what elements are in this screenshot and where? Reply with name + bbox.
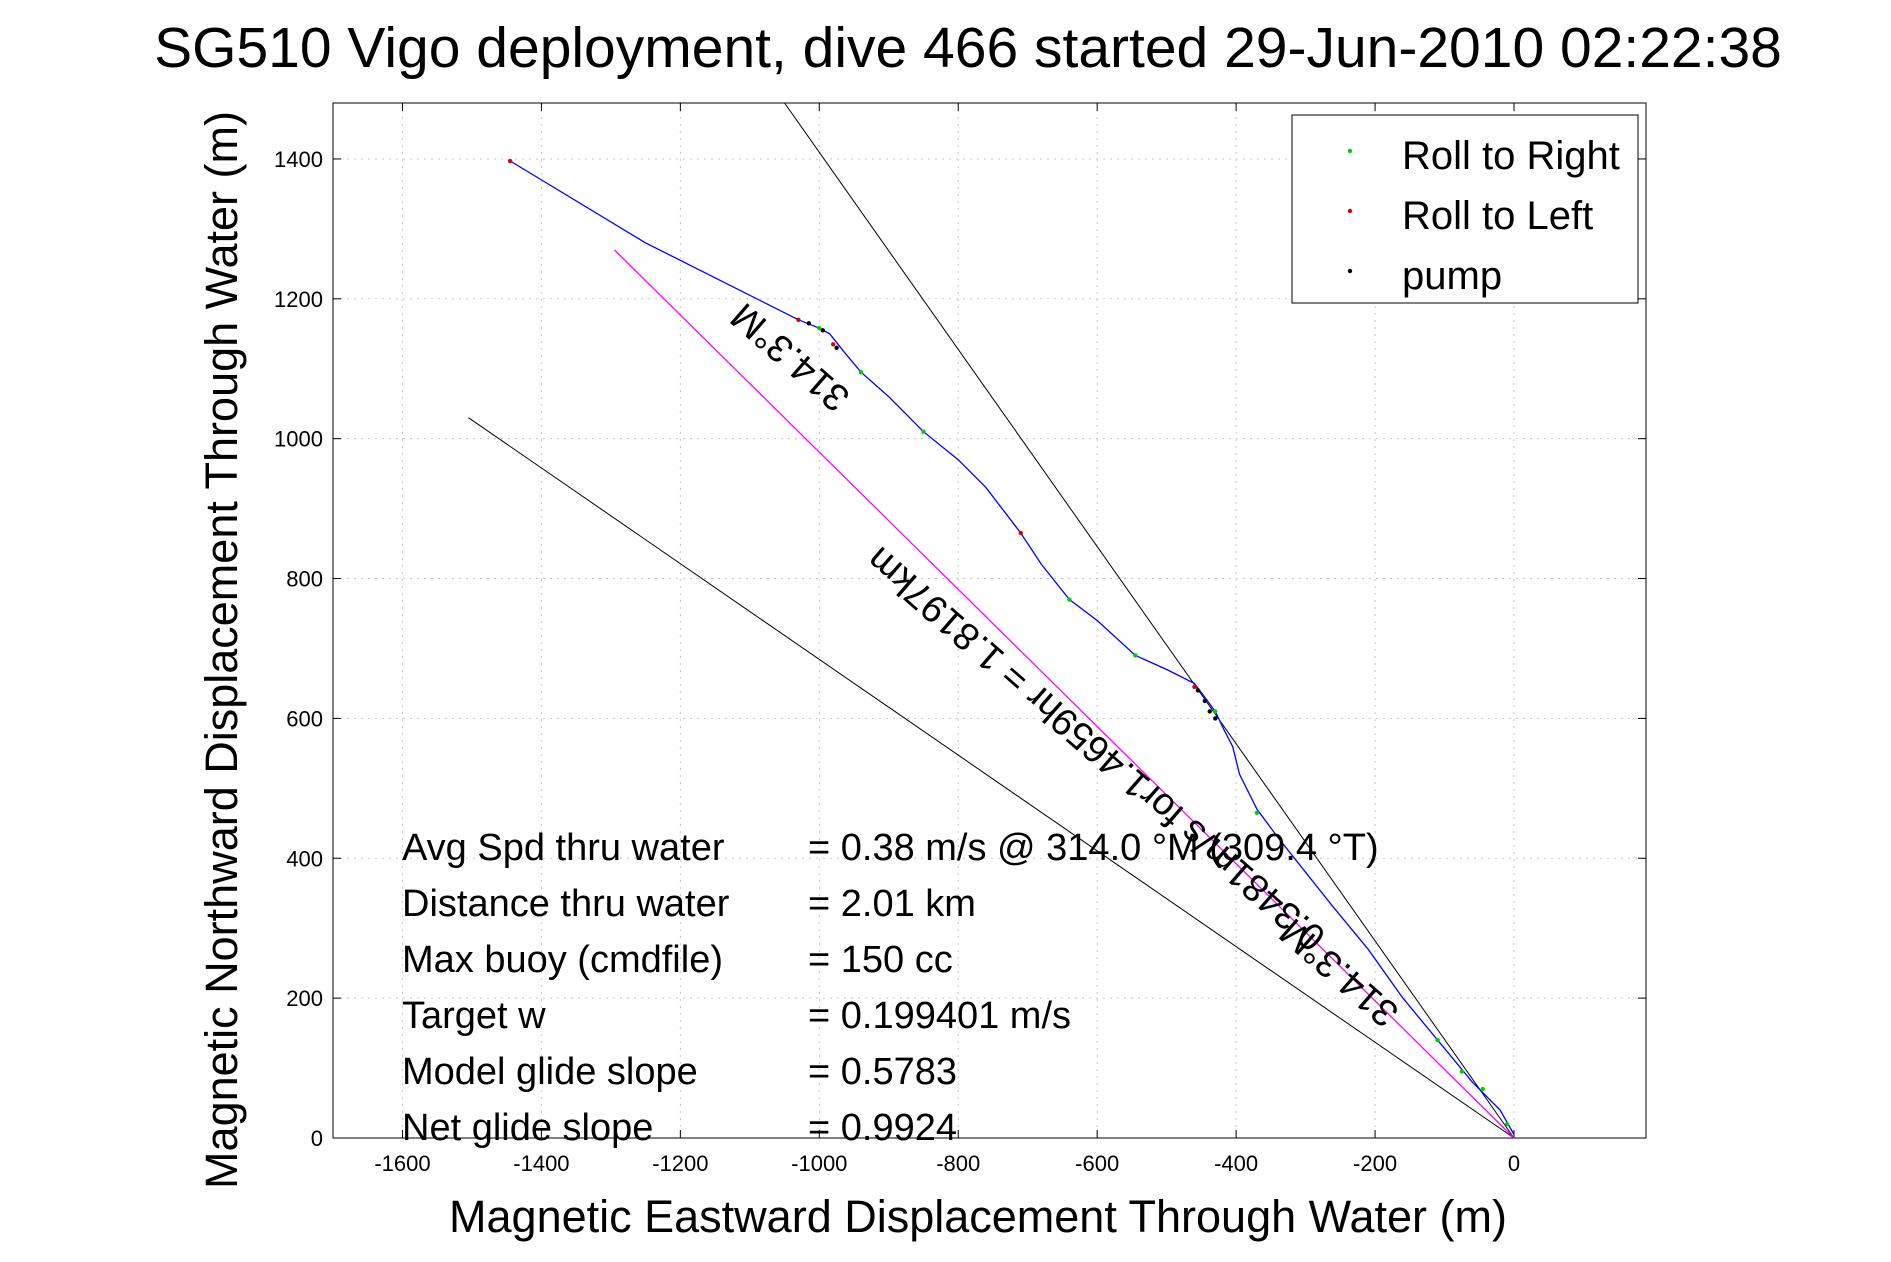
y-axis-label: Magnetic Northward Displacement Through … [196, 111, 247, 1189]
marker-right [1213, 709, 1218, 714]
heading-annotation: 314.3°M [723, 294, 858, 419]
marker-right [1067, 597, 1072, 602]
stat-label: Net glide slope [402, 1107, 653, 1149]
plot-frame [332, 102, 1647, 1139]
marker-left [1192, 684, 1197, 690]
event-markers [507, 158, 1510, 1127]
x-tick-label: -1400 [513, 1151, 569, 1176]
y-tick-label: 800 [286, 567, 323, 592]
x-tick-label: -800 [936, 1151, 980, 1176]
marker-left [796, 317, 801, 322]
stat-value: = 2.01 km [808, 883, 976, 925]
reference-line [784, 102, 1515, 1139]
legend-marker [1347, 268, 1353, 274]
marker-right [1459, 1069, 1465, 1074]
x-tick-label: -400 [1214, 1151, 1258, 1176]
marker-right [1254, 810, 1260, 816]
stat-label: Distance thru water [402, 883, 730, 925]
marker-right [1435, 1037, 1440, 1043]
y-tick-label: 1400 [274, 147, 323, 172]
marker-right [817, 325, 822, 331]
reference-line [468, 417, 1515, 1139]
x-axis-ticks: -1600 -1400 -1200 -1000 -800 -600 -400 -200 0 [374, 103, 1520, 1176]
stat-value: = 0.5783 [808, 1051, 957, 1093]
stat-label: Max buoy (cmdfile) [402, 939, 723, 981]
x-tick-label: 0 [1508, 1151, 1520, 1176]
legend: Roll to Right Roll to Left pump [1291, 114, 1639, 304]
marker-pump [1202, 698, 1208, 704]
legend-marker [1347, 148, 1353, 154]
marker-right [921, 429, 926, 434]
legend-label: Roll to Right [1402, 134, 1620, 178]
heading-annotation: 314.3°M [1272, 910, 1407, 1035]
y-tick-label: 600 [286, 706, 323, 731]
marker-right [858, 370, 864, 375]
stat-label: Target w [402, 995, 546, 1037]
marker-pump [1213, 716, 1218, 721]
y-tick-label: 0 [311, 1126, 323, 1151]
marker-pump [1207, 709, 1212, 714]
y-tick-label: 400 [286, 846, 323, 871]
x-tick-label: -200 [1353, 1151, 1397, 1176]
series-lines [509, 160, 1515, 1139]
y-axis-ticks: 0 200 400 600 800 1000 1200 1400 [274, 147, 1646, 1151]
marker-left [1018, 530, 1023, 536]
stat-label: Avg Spd thru water [402, 827, 725, 869]
legend-marker [1347, 208, 1353, 214]
chart-title: SG510 Vigo deployment, dive 466 started … [154, 16, 1782, 80]
stat-value: = 0.9924 [808, 1107, 957, 1149]
marker-pump [834, 345, 839, 350]
series-line-track [509, 160, 1515, 1135]
stat-value: = 150 cc [808, 939, 953, 981]
reference-lines [468, 102, 1515, 1139]
x-tick-label: -1600 [374, 1151, 430, 1176]
y-tick-label: 200 [286, 986, 323, 1011]
marker-pump [1195, 688, 1201, 693]
marker-left [830, 342, 836, 347]
dive-statistics: Avg Spd thru water = 0.38 m/s @ 314.0 °M … [402, 827, 1379, 1149]
marker-pump [820, 328, 825, 333]
x-axis-label: Magnetic Eastward Displacement Through W… [449, 1191, 1507, 1242]
marker-right [1504, 1121, 1510, 1127]
x-tick-label: -600 [1075, 1151, 1119, 1176]
marker-pump [806, 321, 812, 326]
series-line-heading-line [613, 249, 1515, 1139]
stat-value: = 0.199401 m/s [808, 995, 1071, 1037]
y-tick-label: 1200 [274, 287, 323, 312]
marker-right [1133, 653, 1138, 658]
legend-label: pump [1402, 254, 1502, 298]
marker-right [1480, 1086, 1485, 1092]
x-tick-label: -1200 [652, 1151, 708, 1176]
y-tick-label: 1000 [274, 427, 323, 452]
legend-label: Roll to Left [1402, 194, 1593, 238]
stat-value: = 0.38 m/s @ 314.0 °M (309.4 °T) [808, 827, 1379, 869]
x-tick-label: -1000 [791, 1151, 847, 1176]
stat-label: Model glide slope [402, 1051, 698, 1093]
marker-left [507, 158, 513, 164]
